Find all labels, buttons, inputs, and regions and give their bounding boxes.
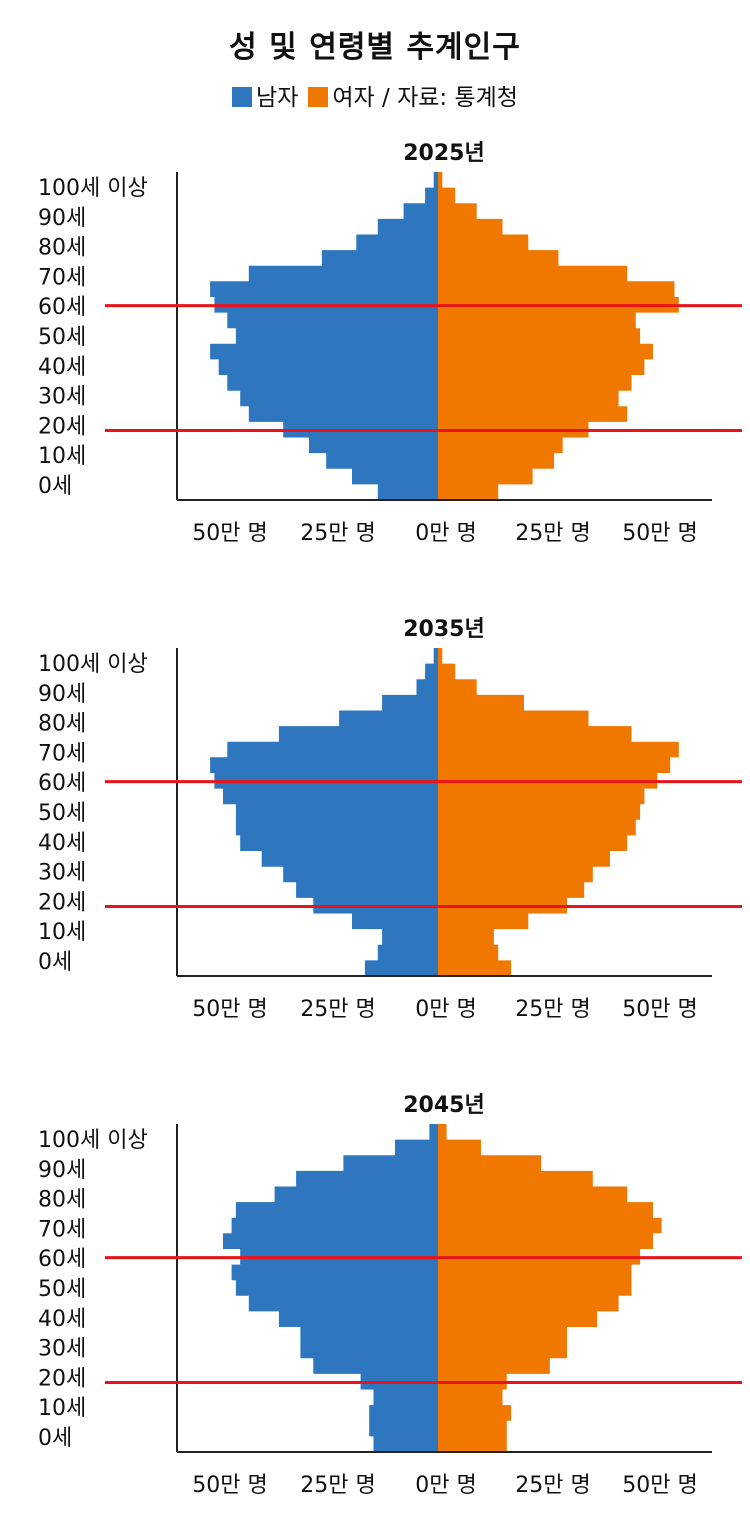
- y-tick-label-1-6: 40세: [38, 831, 86, 856]
- y-tick-label-1-10: 0세: [38, 950, 72, 975]
- y-tick-label-1-9: 10세: [38, 920, 86, 945]
- female-pyramid-2: [438, 1124, 662, 1452]
- legend-source: / 자료: 통계청: [382, 85, 518, 111]
- y-tick-label-2-8: 20세: [38, 1366, 86, 1391]
- x-tick-label-1-2: 0만 명: [415, 997, 476, 1022]
- y-tick-label-1-0: 100세 이상: [38, 652, 148, 677]
- x-tick-label-2-4: 50만 명: [622, 1473, 697, 1498]
- x-tick-label-2-0: 50만 명: [192, 1473, 267, 1498]
- x-tick-label-0-4: 50만 명: [622, 521, 697, 546]
- y-tick-label-0-8: 20세: [38, 414, 86, 439]
- legend-label-male: 남자: [256, 85, 299, 111]
- y-tick-label-0-6: 40세: [38, 355, 86, 380]
- chart-title: 성 및 연령별 추계인구: [229, 30, 521, 65]
- y-tick-label-2-10: 0세: [38, 1426, 72, 1451]
- legend: 남자 여자 / 자료: 통계청: [0, 78, 750, 112]
- female-pyramid-0: [438, 172, 679, 500]
- y-tick-label-0-0: 100세 이상: [38, 176, 148, 201]
- y-tick-label-2-0: 100세 이상: [38, 1128, 148, 1153]
- y-tick-label-2-1: 90세: [38, 1158, 86, 1183]
- male-pyramid-2: [223, 1124, 438, 1452]
- y-tick-label-0-7: 30세: [38, 385, 86, 410]
- panel-title-0: 2025년: [403, 141, 484, 166]
- x-tick-label-0-0: 50만 명: [192, 521, 267, 546]
- y-tick-label-0-10: 0세: [38, 474, 72, 499]
- x-tick-label-2-3: 25만 명: [515, 1473, 590, 1498]
- y-tick-label-0-2: 80세: [38, 236, 86, 261]
- x-tick-label-1-1: 25만 명: [300, 997, 375, 1022]
- panel-title-2: 2045년: [403, 1093, 484, 1118]
- y-tick-label-2-7: 30세: [38, 1337, 86, 1362]
- x-tick-label-0-1: 25만 명: [300, 521, 375, 546]
- panel-title-1: 2035년: [403, 617, 484, 642]
- chart-header: 성 및 연령별 추계인구 남자 여자 / 자료: 통계청: [0, 0, 750, 120]
- y-tick-label-1-7: 30세: [38, 861, 86, 886]
- x-tick-label-1-0: 50만 명: [192, 997, 267, 1022]
- male-pyramid-0: [210, 172, 438, 500]
- x-tick-label-2-2: 0만 명: [415, 1473, 476, 1498]
- x-tick-label-0-2: 0만 명: [415, 521, 476, 546]
- y-tick-label-0-4: 60세: [38, 295, 86, 320]
- y-tick-label-0-9: 10세: [38, 444, 86, 469]
- x-tick-label-1-3: 25만 명: [515, 997, 590, 1022]
- y-tick-label-1-8: 20세: [38, 890, 86, 915]
- y-tick-label-2-3: 70세: [38, 1217, 86, 1242]
- legend-swatch-female: [308, 87, 329, 107]
- legend-label-female: 여자: [332, 85, 375, 111]
- y-tick-label-2-4: 60세: [38, 1247, 86, 1272]
- y-tick-label-1-1: 90세: [38, 682, 86, 707]
- y-tick-label-0-1: 90세: [38, 206, 86, 231]
- y-tick-label-2-9: 10세: [38, 1396, 86, 1421]
- x-tick-label-1-4: 50만 명: [622, 997, 697, 1022]
- y-tick-label-1-5: 50세: [38, 801, 86, 826]
- y-tick-label-1-4: 60세: [38, 771, 86, 796]
- y-tick-label-0-5: 50세: [38, 325, 86, 350]
- legend-swatch-male: [232, 87, 253, 107]
- y-tick-label-0-3: 70세: [38, 265, 86, 290]
- x-tick-label-0-3: 25만 명: [515, 521, 590, 546]
- y-tick-label-2-6: 40세: [38, 1307, 86, 1332]
- female-pyramid-1: [438, 648, 679, 976]
- y-tick-label-2-2: 80세: [38, 1188, 86, 1213]
- x-tick-label-2-1: 25만 명: [300, 1473, 375, 1498]
- y-tick-label-1-3: 70세: [38, 741, 86, 766]
- y-tick-label-2-5: 50세: [38, 1277, 86, 1302]
- y-tick-label-1-2: 80세: [38, 712, 86, 737]
- male-pyramid-1: [210, 648, 438, 976]
